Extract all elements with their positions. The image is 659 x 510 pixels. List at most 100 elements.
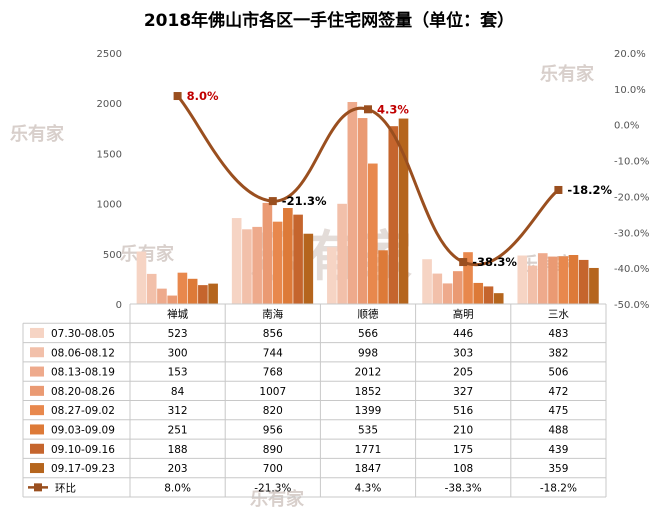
table-cell: 890: [263, 444, 283, 456]
chart-title: 2018年佛山市各区一手住宅网签量（单位：套）: [144, 10, 514, 31]
legend-series-label: 09.03-09.09: [51, 424, 115, 436]
bar: [208, 283, 218, 304]
bar: [146, 273, 157, 304]
table-cell: 312: [168, 405, 188, 417]
y-tick-label: 1000: [97, 200, 122, 211]
y-tick-label: 2000: [97, 99, 122, 110]
bar: [589, 267, 599, 304]
bar: [231, 218, 242, 304]
bar: [432, 273, 443, 304]
table-cell: 956: [263, 424, 283, 436]
legend-swatch: [30, 405, 44, 416]
table-cell: 820: [263, 405, 283, 417]
y2-tick-label: -20.0%: [614, 192, 649, 203]
table-cell: 768: [263, 367, 283, 379]
bar: [548, 256, 558, 304]
y-tick-label: 0: [116, 300, 122, 311]
legend-series-label: 08.13-08.19: [51, 367, 115, 379]
table-cell: 2012: [355, 367, 382, 379]
watermark-text: 乐有家: [120, 243, 175, 265]
bar: [537, 253, 548, 304]
table-cell: 210: [453, 424, 473, 436]
mom-data-label: 8.0%: [187, 89, 219, 103]
table-cell: 8.0%: [164, 482, 191, 494]
table-cell: -18.2%: [540, 482, 577, 494]
category-label: 高明: [453, 308, 474, 321]
y2-tick-label: 0.0%: [614, 121, 639, 132]
y-axis-right: -50.0% -40.0% -30.0% -20.0% -10.0% 0.0% 10.0% 2…: [614, 49, 649, 311]
bar: [283, 208, 293, 304]
table-cell: 439: [548, 444, 568, 456]
category-label: 顺德: [358, 308, 379, 321]
bar: [527, 265, 538, 304]
legend-series-label: 08.27-09.02: [51, 405, 115, 417]
table-cell: 523: [168, 328, 188, 340]
table-cell: 483: [548, 328, 568, 340]
table-cell: 744: [263, 347, 283, 359]
table-cell: 1771: [355, 444, 382, 456]
table-cell: 203: [168, 463, 188, 475]
table-cell: 535: [358, 424, 378, 436]
mom-line-marker: [554, 185, 563, 194]
bar: [262, 202, 273, 304]
bar: [303, 233, 314, 304]
legend-line-marker: [34, 483, 42, 492]
mom-line-marker: [459, 258, 468, 267]
table-cell: 1852: [355, 386, 382, 398]
bar: [337, 203, 347, 304]
bar-series: [136, 102, 599, 304]
mom-line-marker: [268, 197, 277, 206]
table-cell: 4.3%: [355, 482, 382, 494]
table-cell: 1399: [355, 405, 382, 417]
watermark-text: 乐有家: [10, 123, 65, 145]
mom-data-label: -38.3%: [472, 255, 517, 269]
legend-swatch: [30, 347, 44, 358]
legend-line-label: 环比: [55, 481, 76, 494]
table-cell: 153: [168, 367, 188, 379]
legend-series-label: 08.20-08.26: [51, 386, 115, 398]
bar: [327, 247, 337, 304]
mom-line: 8.0% -21.3% 4.3% -38.3% -18.2%: [173, 89, 613, 269]
bar: [167, 295, 177, 304]
category-label: 禅城: [167, 308, 188, 321]
legend-series-label: 09.10-09.16: [51, 444, 115, 456]
table-cell: 300: [168, 347, 188, 359]
table-cell: 1007: [259, 386, 286, 398]
table-cell: 327: [453, 386, 473, 398]
y-axis-left: 0 500 1000 1500 2000 2500: [97, 49, 122, 311]
bar: [187, 278, 198, 304]
bar: [422, 259, 432, 304]
bar: [177, 272, 188, 304]
bar: [357, 118, 368, 304]
bar: [198, 285, 208, 304]
category-label: 三水: [548, 309, 569, 321]
mom-data-label: 4.3%: [377, 102, 409, 116]
bar: [157, 288, 167, 304]
y2-tick-label: -50.0%: [614, 300, 649, 311]
bar: [252, 226, 262, 304]
table-cell: 472: [548, 386, 568, 398]
table-cell: 188: [168, 444, 188, 456]
legend-swatch: [30, 443, 44, 454]
table-cell: 303: [453, 347, 473, 359]
table-cell: 700: [263, 463, 283, 475]
table-cell: -21.3%: [254, 482, 291, 494]
bar: [136, 251, 147, 304]
legend-swatch: [30, 385, 44, 396]
bar: [388, 126, 399, 304]
table-cell: 108: [453, 463, 473, 475]
bar: [568, 255, 579, 304]
bar: [347, 102, 358, 304]
bar: [378, 250, 388, 304]
table-cell: 251: [168, 424, 188, 436]
legend-swatch: [30, 327, 44, 338]
table-cell: 566: [358, 328, 378, 340]
bar: [463, 252, 473, 304]
legend-series-label: 07.30-08.05: [51, 328, 115, 340]
legend-swatch: [30, 424, 44, 435]
bar: [558, 256, 569, 304]
mom-line-marker: [173, 92, 182, 101]
legend-swatch: [30, 366, 44, 377]
